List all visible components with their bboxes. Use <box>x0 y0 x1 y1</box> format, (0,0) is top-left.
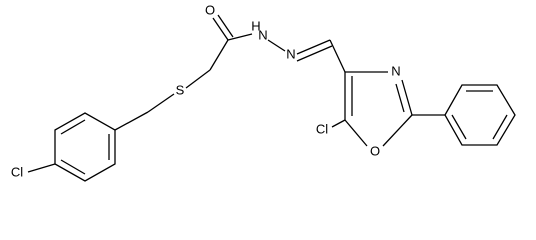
atom-label: N <box>391 63 400 78</box>
atom-label: H <box>251 18 260 33</box>
atom-label: S <box>176 82 185 97</box>
bonds <box>27 14 516 182</box>
atom-label: O <box>205 2 215 17</box>
atom-labels: Cl S O H N N N Cl O <box>11 2 401 179</box>
molecule-diagram: Cl S O H N N N Cl O <box>11 2 516 182</box>
atom-label: Cl <box>316 121 328 136</box>
atom-label: N <box>286 46 295 61</box>
atom-label: N <box>258 27 267 42</box>
atom-label: Cl <box>11 164 23 179</box>
atom-label: O <box>370 143 380 158</box>
